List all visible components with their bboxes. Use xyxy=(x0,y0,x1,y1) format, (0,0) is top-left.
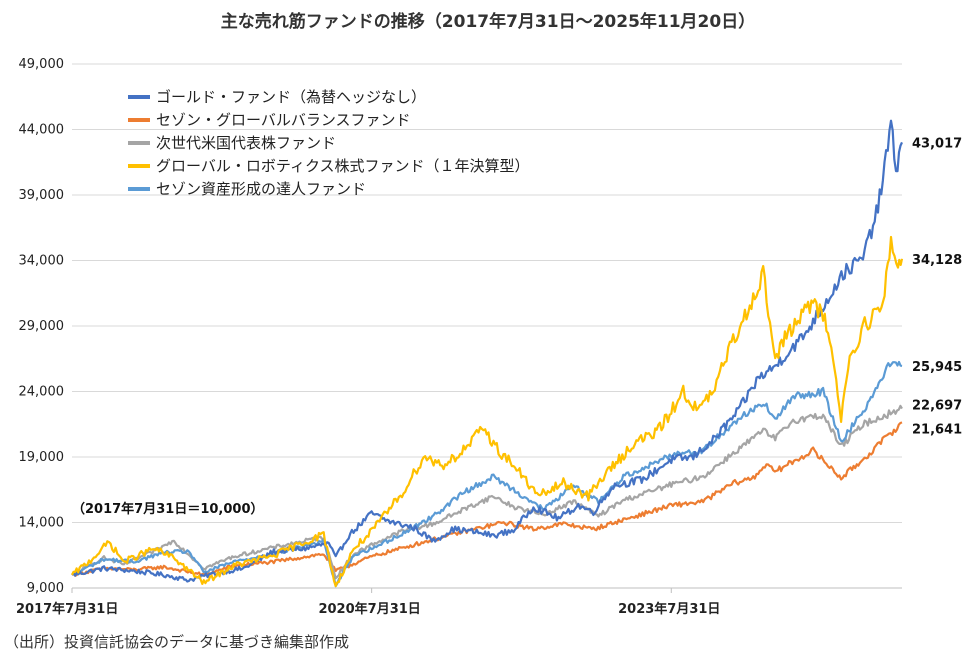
gridlines xyxy=(72,63,902,589)
y-tick-label: 19,000 xyxy=(19,450,65,465)
chart-title: 主な売れ筋ファンドの推移（2017年7月31日〜2025年11月20日） xyxy=(221,11,755,32)
y-axis: 9,000 14,000 19,000 24,000 29,000 34,000 39,00… xyxy=(19,57,65,596)
end-value-label: 21,641 xyxy=(912,422,962,437)
legend-label: セゾン資産形成の達人ファンド xyxy=(156,180,366,198)
base-note: （2017年7月31日＝10,000） xyxy=(72,501,263,517)
end-value-label: 22,697 xyxy=(912,399,962,414)
end-value-label: 34,128 xyxy=(912,253,962,268)
x-tick-label: 2023年7月31日 xyxy=(618,601,720,617)
y-tick-label: 34,000 xyxy=(19,254,65,269)
legend-label: 次世代米国代表株ファンド xyxy=(156,134,336,152)
y-tick-label: 39,000 xyxy=(19,188,65,203)
end-labels: 43,017 21,641 22,697 34,128 25,945 xyxy=(912,136,962,437)
y-tick-label: 9,000 xyxy=(27,581,64,596)
legend-label: グローバル・ロボティクス株式ファンド（１年決算型） xyxy=(156,157,530,175)
x-tick-label: 2020年7月31日 xyxy=(318,601,420,617)
legend: ゴールド・ファンド（為替ヘッジなし） セゾン・グローバルバランスファンド次世代米国… xyxy=(128,88,530,198)
y-tick-label: 29,000 xyxy=(19,319,65,334)
end-value-label: 25,945 xyxy=(912,360,962,375)
y-tick-label: 24,000 xyxy=(19,385,65,400)
series-lines xyxy=(71,119,904,588)
series-line xyxy=(71,119,903,583)
legend-label: ゴールド・ファンド（為替ヘッジなし） xyxy=(156,88,426,106)
series-line xyxy=(71,404,903,580)
y-tick-label: 14,000 xyxy=(19,516,65,531)
legend-label: セゾン・グローバルバランスファンド xyxy=(156,111,411,129)
y-tick-label: 49,000 xyxy=(19,57,65,72)
source-note: （出所）投資信託協会のデータに基づき編集部作成 xyxy=(4,633,349,651)
series-line xyxy=(71,360,903,588)
x-tick-label: 2017年7月31日 xyxy=(16,601,118,617)
y-tick-label: 44,000 xyxy=(19,123,65,138)
x-axis: 2017年7月31日 2020年7月31日 2023年7月31日 xyxy=(16,587,902,617)
end-value-label: 43,017 xyxy=(912,136,962,151)
series-line xyxy=(71,235,904,588)
